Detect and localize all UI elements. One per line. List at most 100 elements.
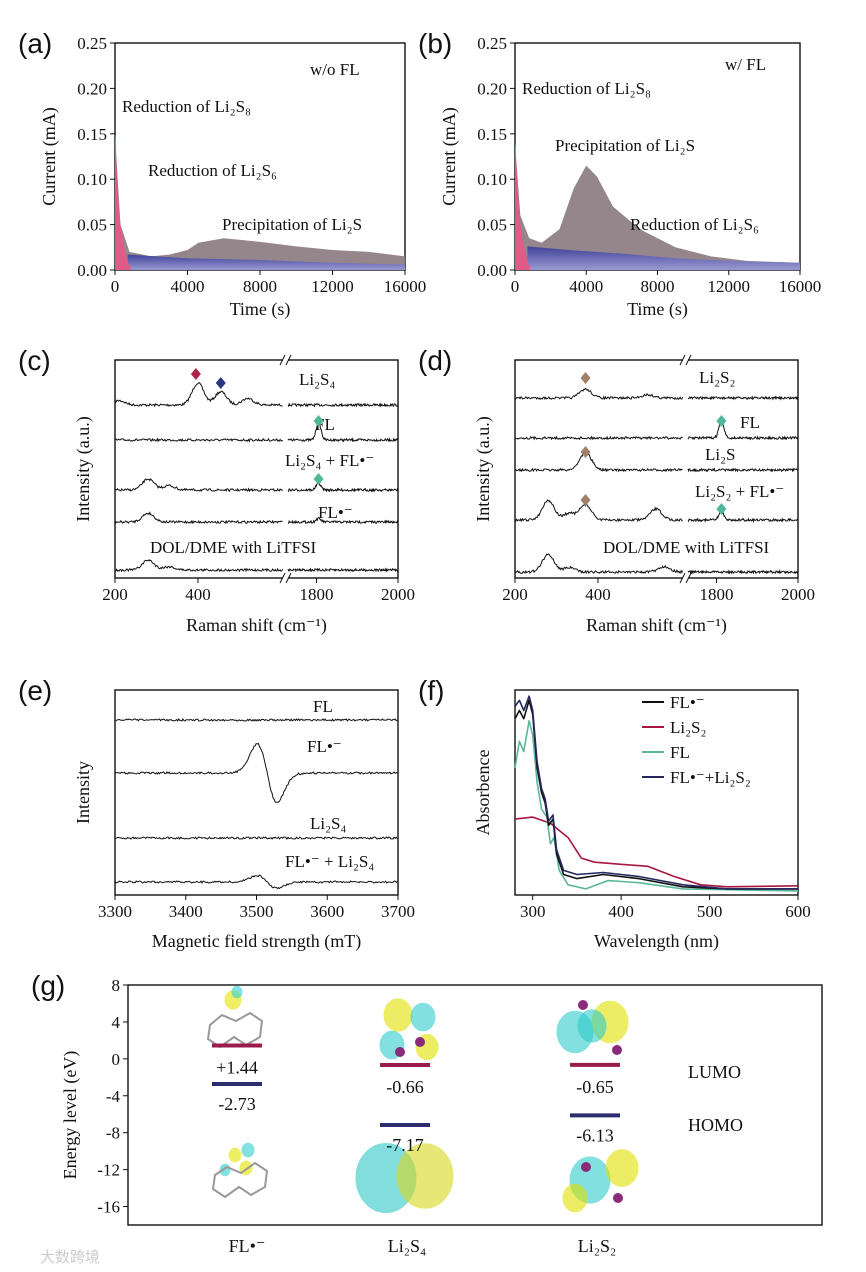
x-tick-label: 8000: [243, 277, 277, 296]
axis-break-mark: [685, 572, 692, 584]
x-tick-label: 3300: [98, 902, 132, 921]
x-axis-label: Raman shift (cm⁻¹): [186, 615, 327, 636]
spectrum-line: [114, 382, 283, 408]
lumo-value-label: -0.66: [386, 1077, 424, 1097]
plot-frame: [127, 984, 823, 1226]
peak-marker-diamond: [580, 372, 591, 384]
spectrum-line: [288, 516, 399, 525]
epr-spectrum-line: [114, 742, 398, 803]
x-axis-label: Wavelength (nm): [594, 931, 719, 952]
lumo-value-label: -0.65: [576, 1077, 614, 1097]
spectrum-line: [114, 437, 283, 443]
orbital-lobe: [562, 1183, 588, 1213]
annotation-li2s8: Reduction of Li₂S₈: [522, 79, 651, 98]
peak-marker-diamond: [716, 415, 727, 427]
plot-frame: [514, 689, 799, 896]
atom-li: [613, 1193, 623, 1203]
atom-li: [578, 1000, 588, 1010]
homo-value-label: -2.73: [218, 1094, 256, 1114]
peak-marker-diamond: [313, 415, 324, 427]
legend-label: FL: [670, 743, 690, 762]
annotation-li2s6: Reduction of Li₂S₆: [630, 215, 759, 234]
spectrum-line: [687, 419, 799, 441]
panel-label: (d): [418, 345, 452, 376]
area-li2s6: [527, 246, 800, 270]
area-li2s: [515, 142, 800, 270]
annotation-li2s8: Reduction of Li₂S₈: [122, 97, 251, 116]
peak-marker-diamond: [716, 503, 727, 515]
panel-label: (a): [18, 28, 52, 59]
x-axis-label: Raman shift (cm⁻¹): [586, 615, 727, 636]
panel-g: (g) 8 4 0 -4 -8 -12 -16 Energy level (eV) +1.44 -0…: [31, 970, 823, 1256]
y-tick-label: 4: [112, 1013, 121, 1032]
y-tick-label: 0.25: [77, 34, 107, 53]
spectrum-line: [687, 395, 799, 401]
axis-break-mark: [279, 572, 286, 584]
area-li2s8: [115, 133, 132, 270]
spectrum-label: FL: [740, 413, 760, 432]
x-tick-label: 12000: [311, 277, 354, 296]
axis-break-mark: [279, 354, 286, 366]
axis-break-mark: [285, 354, 292, 366]
panel-label: (e): [18, 675, 52, 706]
x-tick-label: 0: [511, 277, 520, 296]
y-tick-label: 0.00: [77, 261, 107, 280]
y-tick-label: 0.25: [477, 34, 507, 53]
orbital-lobe: [383, 998, 413, 1032]
atom-li: [415, 1037, 425, 1047]
spectrum-label: Li₂S: [705, 445, 736, 464]
spectrum-line: [514, 435, 683, 441]
uv-curve: [514, 720, 799, 892]
x-tick-label: 3600: [310, 902, 344, 921]
y-tick-label: 0.15: [477, 125, 507, 144]
y-tick-label: -12: [97, 1161, 120, 1180]
x-tick-label: 200: [502, 585, 528, 604]
legend-label: FL•⁻: [670, 693, 705, 712]
spectrum-label: Li₂S₂ + FL•⁻: [695, 482, 784, 501]
spectrum-line: [514, 387, 684, 401]
peak-marker-diamond: [313, 473, 324, 485]
lumo-value-label: +1.44: [216, 1058, 258, 1078]
panel-b: (b) 0 4000 8000 12000 16000 0.00 0.05 0.10 0.15 0.…: [418, 28, 821, 320]
y-tick-label: 0.15: [77, 125, 107, 144]
panel-a: (a) 0 4000 8000 12000 16000 0.00 0.05 0.10 0.15 0.…: [18, 28, 426, 320]
area-li2s8: [515, 142, 532, 270]
x-tick-label: 400: [185, 585, 211, 604]
plot-frame: [114, 42, 406, 271]
orbital-lobe: [241, 1142, 255, 1158]
x-tick-label: 300: [520, 902, 546, 921]
y-axis-label: Intensity (a.u.): [473, 416, 494, 521]
peak-marker-diamond: [215, 377, 226, 389]
lumo-legend-label: LUMO: [688, 1062, 741, 1082]
x-tick-label: 16000: [384, 277, 427, 296]
atom-li: [395, 1047, 405, 1057]
y-tick-label: -8: [106, 1124, 120, 1143]
axis-break: [283, 574, 288, 582]
panel-f: (f) FL•⁻ Li₂S₂ FL FL•⁻+Li₂S₂ 300 400 500 600 Wave…: [418, 675, 811, 952]
category-label: Li₂S₂: [578, 1236, 617, 1256]
spectrum-line: [287, 420, 399, 443]
orbital-lobe: [605, 1149, 639, 1187]
axis-break-mark: [679, 354, 686, 366]
watermark: 大数跨境: [40, 1248, 100, 1266]
spectrum-line: [114, 511, 283, 525]
plot-frame: [114, 359, 399, 579]
x-tick-label: 3700: [381, 902, 415, 921]
condition-label: w/o FL: [310, 60, 360, 79]
x-tick-label: 400: [608, 902, 634, 921]
orbital-lobe: [410, 1002, 436, 1032]
orbital-lobe: [577, 1009, 607, 1043]
spectrum-line: [287, 402, 399, 408]
orbital-lobe: [231, 985, 243, 999]
y-tick-label: -16: [97, 1198, 120, 1217]
y-axis-label: Intensity (a.u.): [73, 416, 94, 521]
y-tick-label: 0.05: [77, 216, 107, 235]
spectrum-label: Li₂S₂: [699, 368, 735, 387]
axis-break-mark: [285, 572, 292, 584]
spectrum-label: DOL/DME with LiTFSI: [150, 538, 317, 557]
area-li2s: [115, 133, 405, 270]
y-tick-label: 0.20: [477, 79, 507, 98]
spectrum-label: Li₂S₄: [310, 814, 346, 833]
y-axis-label: Energy level (eV): [60, 1051, 81, 1180]
